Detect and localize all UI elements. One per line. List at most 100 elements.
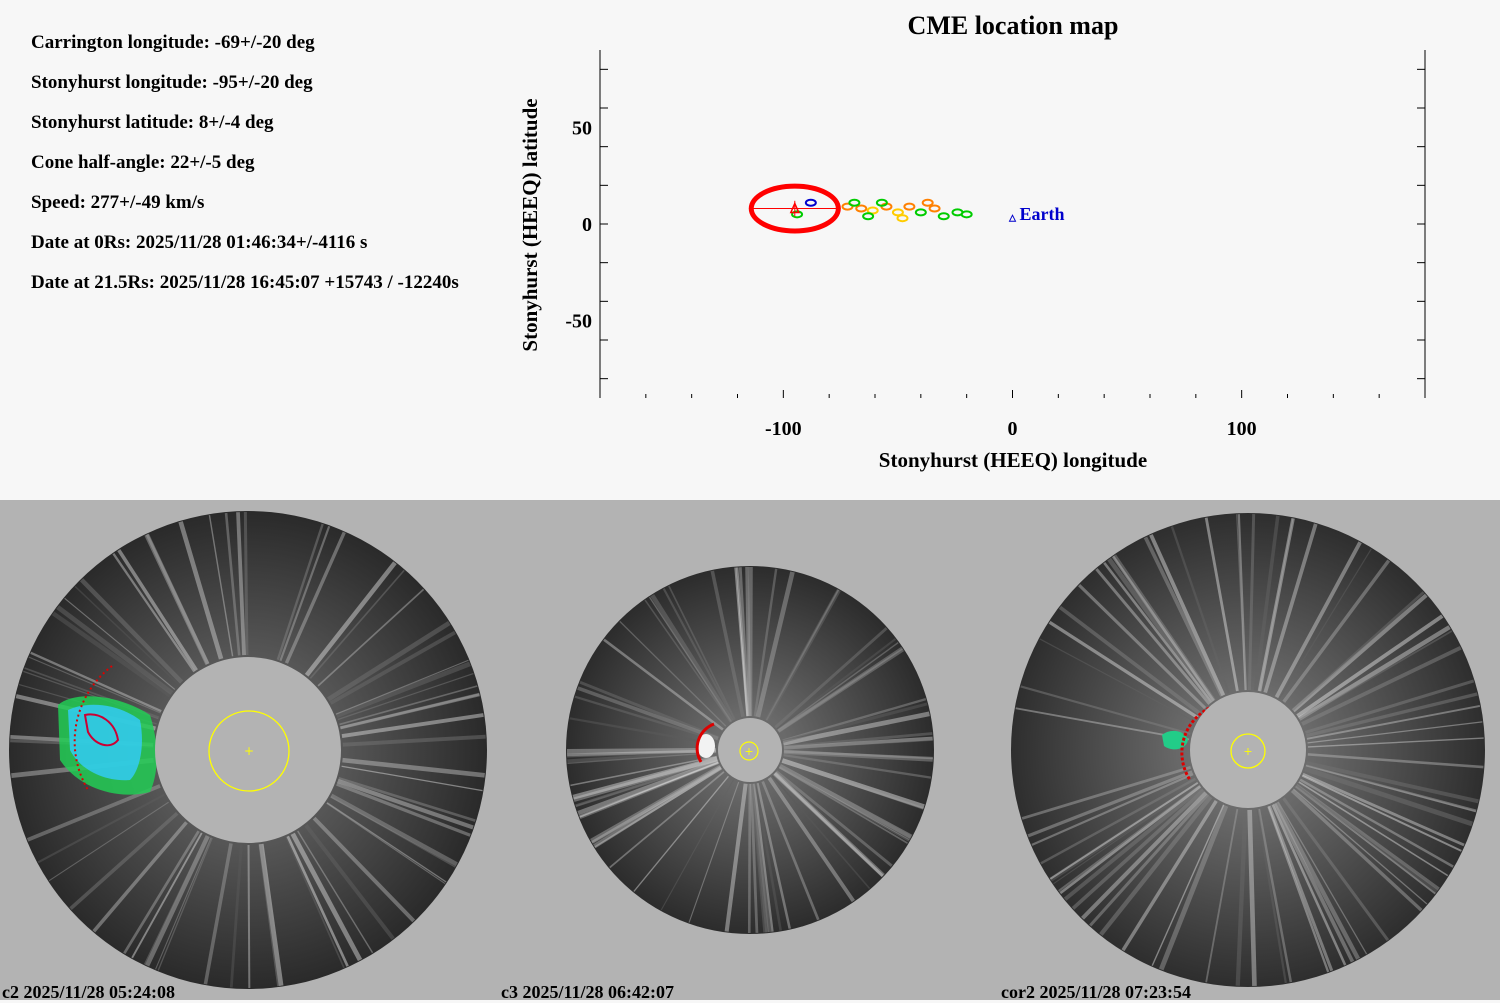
streamer-ray — [74, 585, 180, 686]
cor2-sun-center-icon: + — [1243, 745, 1252, 758]
streamer-ray — [761, 781, 820, 921]
streamer-ray — [208, 515, 234, 657]
streamer-ray — [297, 830, 374, 954]
streamer-ray — [567, 750, 717, 758]
streamer-ray — [1053, 783, 1199, 885]
streamer-ray — [736, 567, 749, 717]
streamer-ray — [1112, 554, 1216, 702]
streamer-ray — [145, 533, 210, 665]
streamer-ray — [591, 765, 722, 844]
streamer-ray — [753, 783, 774, 932]
streamer-ray — [1258, 518, 1294, 692]
streamer-ray — [765, 589, 840, 721]
streamer-ray — [330, 796, 456, 868]
streamer-ray — [710, 570, 745, 718]
streamer-ray — [258, 843, 282, 987]
streamer-ray — [570, 755, 717, 787]
streamer-ray — [327, 621, 451, 702]
streamer-ray — [609, 771, 725, 869]
streamer-ray — [1306, 761, 1479, 804]
streamer-ray — [285, 836, 345, 969]
streamer-ray — [748, 566, 753, 717]
data-point — [937, 212, 950, 221]
streamer-ray — [336, 782, 471, 837]
streamer-ray — [1049, 781, 1199, 880]
streamer-ray — [575, 759, 719, 808]
streamer-ray — [341, 765, 483, 792]
plot-marks: Earth — [748, 183, 1065, 234]
parameter-list: Carrington longitude: -69+/-20 deg Stony… — [31, 30, 459, 310]
streamer-ray — [1031, 773, 1194, 846]
streamer-ray — [1143, 536, 1224, 697]
data-point — [914, 208, 927, 217]
streamer-ray — [276, 523, 324, 661]
streamer-ray — [341, 713, 484, 738]
streamer-ray — [144, 533, 210, 665]
y-tick-label: -50 — [565, 311, 592, 333]
streamer-ray — [579, 761, 719, 820]
streamer-ray — [155, 837, 212, 970]
streamer-ray — [1295, 785, 1436, 895]
streamer-ray — [577, 686, 719, 741]
streamer-ray — [1301, 645, 1462, 726]
streamer-ray — [1078, 584, 1207, 710]
cor2-occulter — [1190, 692, 1306, 808]
c3-caption: c3 2025/11/28 06:42:07 — [501, 982, 674, 1002]
top-section: Carrington longitude: -69+/-20 deg Stony… — [0, 0, 1500, 500]
streamer-ray — [37, 793, 165, 864]
streamer-ray — [1049, 781, 1200, 882]
c2-caption: c2 2025/11/28 05:24:08 — [2, 982, 175, 1002]
streamer-ray — [157, 837, 213, 971]
streamer-ray — [1271, 804, 1347, 966]
cor2-image: + — [1011, 513, 1485, 987]
streamer-ray — [258, 843, 284, 987]
streamer-ray — [1307, 753, 1484, 769]
streamer-ray — [1291, 593, 1428, 713]
streamer-ray — [317, 588, 425, 687]
data-point — [791, 210, 804, 219]
streamer-ray — [1290, 789, 1423, 912]
cor2-panel: + cor2 2025/11/28 07:23:54 — [1000, 500, 1500, 1002]
stonyhurst-latitude: Stonyhurst latitude: 8+/-4 deg — [31, 112, 274, 133]
streamer-ray — [1304, 679, 1475, 734]
speed: Speed: 277+/-49 km/s — [31, 192, 205, 213]
streamer-ray — [1205, 808, 1239, 983]
data-point — [896, 214, 909, 223]
streamer-ray — [778, 766, 908, 844]
streamer-ray — [1257, 518, 1295, 692]
streamer-ray — [633, 775, 729, 892]
streamer-ray — [594, 767, 722, 849]
data-point — [866, 206, 879, 215]
carrington-longitude: Carrington longitude: -69+/-20 deg — [31, 32, 315, 53]
streamer-ray — [236, 512, 246, 656]
streamer-ray — [751, 783, 772, 933]
streamer-ray — [779, 766, 910, 842]
cme-location-map: CME location map Stonyhurst (HEEQ) longi… — [518, 11, 1426, 472]
streamer-ray — [648, 596, 732, 722]
streamer-ray — [335, 661, 471, 718]
streamer-ray — [1247, 514, 1256, 691]
streamer-ray — [745, 566, 752, 717]
streamer-ray — [1282, 559, 1391, 703]
streamer-ray — [1282, 797, 1390, 941]
streamer-ray — [750, 783, 768, 933]
c3-panel: + c3 2025/11/28 06:42:07 — [500, 500, 1000, 1002]
data-point — [875, 198, 888, 207]
streamer-ray — [340, 693, 480, 730]
streamer-ray — [572, 756, 718, 800]
c2-streamers — [10, 511, 486, 989]
streamer-ray — [577, 759, 719, 816]
streamer-ray — [1294, 784, 1439, 893]
x-axis-label: Stonyhurst (HEEQ) longitude — [879, 448, 1147, 472]
streamer-ray — [755, 571, 795, 718]
streamer-ray — [30, 651, 162, 713]
c2-occulter — [155, 657, 341, 843]
streamer-ray — [590, 764, 722, 844]
streamer-ray — [1149, 534, 1226, 697]
streamer-ray — [229, 844, 243, 988]
streamer-ray — [1027, 770, 1193, 838]
streamer-ray — [774, 627, 888, 729]
c3-sun-center-icon: + — [744, 745, 753, 758]
streamer-ray — [783, 732, 933, 749]
streamer-ray — [1204, 517, 1239, 692]
